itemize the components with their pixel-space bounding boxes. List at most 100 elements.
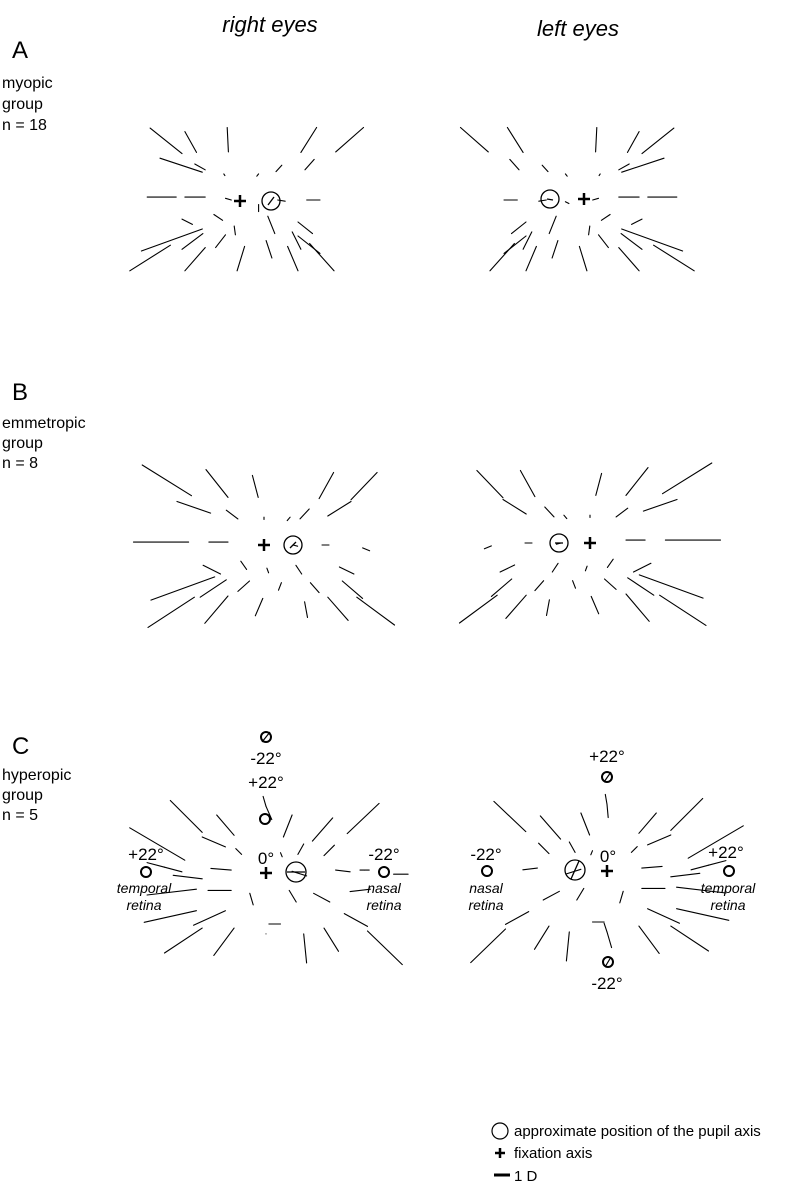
- astigmatism-line: [597, 234, 609, 249]
- astigmatism-line: [538, 842, 550, 855]
- retina-label-left: retina: [468, 897, 503, 913]
- astigmatism-line: [661, 462, 713, 495]
- astigmatism-line: [539, 815, 562, 840]
- astigmatism-line: [619, 890, 624, 904]
- astigmatism-line: [541, 164, 549, 173]
- astigmatism-line: [707, 860, 727, 866]
- astigmatism-line: [620, 233, 643, 250]
- astigmatism-line: [279, 852, 283, 858]
- astigmatism-line: [572, 580, 577, 589]
- astigmatism-line: [598, 173, 601, 177]
- astigmatism-line: [224, 197, 232, 201]
- astigmatism-line: [509, 158, 520, 171]
- astigmatism-line: [519, 469, 536, 498]
- fixation-cross: [601, 865, 613, 877]
- astigmatism-line: [204, 595, 229, 624]
- astigmatism-line: [292, 544, 299, 547]
- astigmatism-line: [676, 886, 727, 894]
- pupil-circle: [549, 533, 569, 553]
- astigmatism-line: [490, 578, 513, 597]
- marker-circle: [140, 866, 152, 878]
- astigmatism-line: [163, 866, 183, 873]
- astigmatism-line: [522, 867, 538, 871]
- astigmatism-line: [603, 578, 617, 590]
- pupil-circle: [540, 189, 560, 209]
- astigmatism-line: [638, 812, 657, 834]
- group-label: n = 5: [2, 807, 38, 824]
- astigmatism-line: [335, 126, 365, 153]
- astigmatism-line: [502, 498, 527, 515]
- astigmatism-line: [251, 474, 259, 498]
- astigmatism-line: [277, 582, 282, 591]
- marker-circle: [723, 865, 735, 877]
- marker-circle: [481, 865, 493, 877]
- astigmatism-line: [551, 240, 559, 259]
- astigmatism-line: [129, 827, 186, 861]
- astigmatism-line: [240, 560, 248, 570]
- astigmatism-line: [545, 599, 550, 617]
- astigmatism-line: [286, 516, 291, 522]
- astigmatism-line: [625, 467, 649, 496]
- astigmatism-line: [309, 582, 320, 594]
- legend-scale-label: 1 D: [514, 1168, 538, 1184]
- astigmatism-line: [346, 802, 380, 835]
- group-label: myopic: [2, 75, 53, 92]
- left-eye-map: [458, 462, 722, 626]
- astigmatism-line: [146, 862, 166, 868]
- retina-label-left: retina: [126, 897, 161, 913]
- astigmatism-line: [600, 213, 611, 221]
- astigmatism-line: [533, 925, 550, 950]
- astigmatism-line: [564, 201, 570, 205]
- astigmatism-line: [291, 231, 302, 250]
- astigmatism-line: [349, 888, 371, 893]
- astigmatism-line: [233, 225, 236, 236]
- astigmatism-line: [641, 865, 663, 869]
- astigmatism-line: [504, 911, 530, 925]
- astigmatism-line: [267, 215, 276, 235]
- astigmatism-line: [506, 126, 524, 153]
- astigmatism-line: [184, 247, 206, 272]
- astigmatism-line: [172, 874, 203, 880]
- astigmatism-line: [542, 890, 560, 901]
- astigmatism-line: [670, 797, 704, 831]
- legend-pupil-icon: [491, 1122, 509, 1140]
- panel-b: B emmetropic group n = 8: [2, 379, 722, 628]
- astigmatism-line: [578, 245, 588, 272]
- astigmatism-line: [642, 498, 678, 512]
- astigmatism-line: [510, 221, 527, 235]
- astigmatism-line: [277, 199, 286, 202]
- deg-label-center: 0°: [600, 847, 616, 866]
- astigmatism-line: [606, 558, 614, 568]
- astigmatism-line: [458, 594, 498, 624]
- astigmatism-line: [338, 566, 355, 575]
- astigmatism-line: [618, 247, 640, 272]
- astigmatism-line: [176, 500, 212, 514]
- astigmatism-line: [459, 126, 489, 153]
- astigmatism-line: [576, 887, 585, 901]
- astigmatism-line: [687, 825, 744, 859]
- astigmatism-line: [304, 158, 315, 171]
- astigmatism-line: [626, 131, 640, 153]
- astigmatism-line: [309, 242, 335, 272]
- astigmatism-line: [140, 228, 203, 252]
- retina-label-left: temporal: [117, 880, 172, 896]
- astigmatism-line: [621, 157, 665, 173]
- deg-label-top: +22°: [248, 773, 284, 792]
- marker-circle: [259, 813, 271, 825]
- astigmatism-line: [297, 843, 305, 855]
- astigmatism-line: [362, 547, 371, 552]
- panel-a: A myopic group n = 18: [2, 37, 695, 272]
- astigmatism-line: [313, 892, 331, 903]
- astigmatism-line: [534, 580, 545, 592]
- astigmatism-line: [141, 464, 193, 497]
- panel-letter: A: [12, 37, 28, 64]
- astigmatism-line: [592, 197, 600, 201]
- astigmatism-line: [548, 215, 557, 235]
- astigmatism-line: [184, 131, 198, 153]
- astigmatism-line: [499, 564, 516, 573]
- astigmatism-line: [262, 795, 267, 807]
- astigmatism-line: [647, 834, 672, 846]
- astigmatism-line: [237, 580, 251, 592]
- astigmatism-line: [192, 910, 226, 926]
- deg-label-bottom: -22°: [250, 749, 281, 768]
